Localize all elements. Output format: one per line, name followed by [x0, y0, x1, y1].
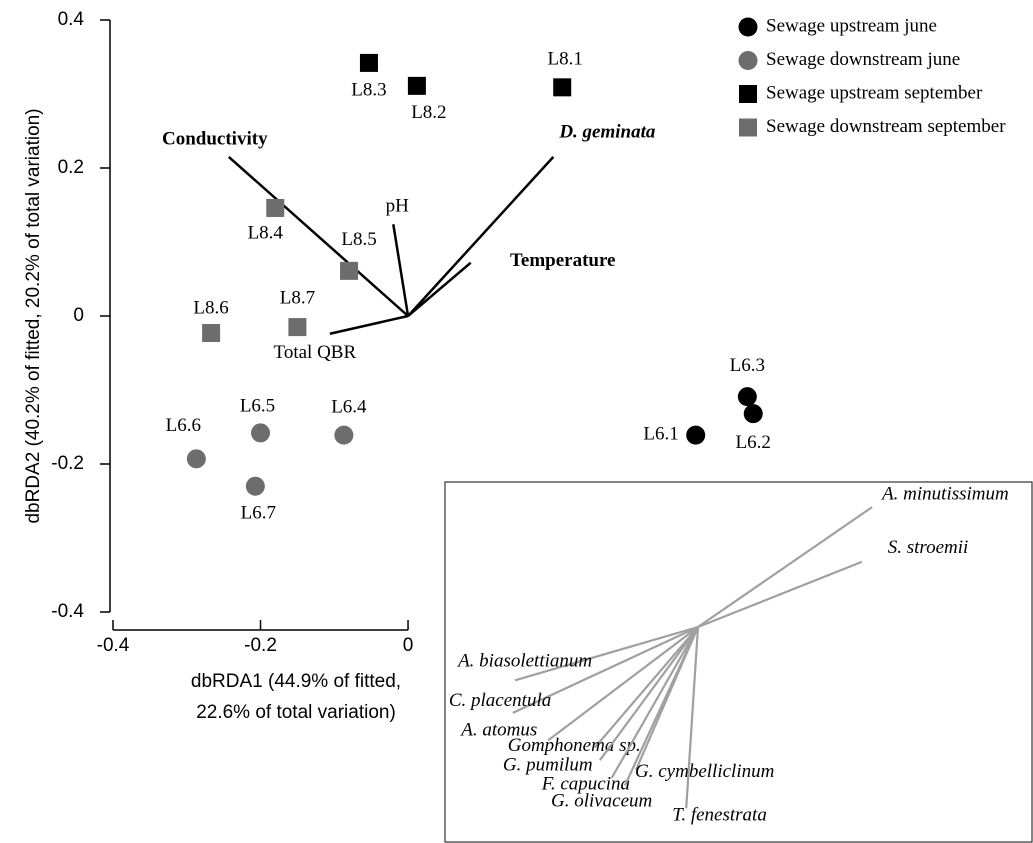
point	[553, 78, 572, 97]
y-tick-label: -0.4	[51, 601, 84, 622]
y-tick-label: -0.2	[51, 453, 84, 474]
x-tick-label: 0	[403, 635, 414, 656]
inset-label: C. placentula	[449, 690, 551, 711]
x-axis-label: 22.6% of total variation)	[196, 702, 396, 723]
point-label: L8.4	[248, 222, 284, 243]
legend-marker	[739, 118, 757, 137]
inset-frame	[444, 481, 1033, 843]
point	[251, 423, 271, 443]
x-tick-label: -0.4	[97, 635, 130, 656]
point	[407, 76, 426, 95]
inset-vector	[697, 560, 863, 629]
y-axis-label: dbRDA2 (40.2% of fitted, 20.2% of total …	[23, 108, 44, 523]
point	[202, 324, 221, 343]
y-tick-label: 0.4	[58, 9, 85, 30]
vector-label: Conductivity	[162, 128, 268, 149]
legend-label: Sewage downstream june	[766, 49, 960, 70]
vector-label: Temperature	[510, 250, 616, 271]
inset-label: A. minutissimum	[880, 483, 1009, 504]
legend-label: Sewage upstream september	[766, 82, 983, 103]
x-axis-label: dbRDA1 (44.9% of fitted,	[191, 671, 401, 692]
vector	[407, 261, 472, 317]
legend-label: Sewage upstream june	[766, 15, 937, 36]
vector	[392, 224, 410, 317]
inset-vector	[512, 626, 699, 714]
legend-marker	[738, 17, 758, 37]
point	[340, 261, 359, 280]
point-label: L6.3	[730, 355, 765, 376]
point-label: L8.7	[280, 287, 315, 308]
point-label: L8.5	[341, 229, 376, 250]
x-tick-label: -0.2	[244, 635, 277, 656]
point	[334, 425, 354, 445]
inset-vector	[685, 626, 700, 809]
point	[743, 404, 763, 424]
point-label: L6.5	[240, 395, 275, 416]
inset-vector	[514, 625, 699, 682]
point-label: L8.3	[351, 79, 386, 100]
point-label: L6.4	[331, 396, 367, 417]
inset-label: S. stroemii	[888, 537, 969, 558]
point-label: L6.2	[736, 432, 771, 453]
point-label: L6.6	[166, 415, 201, 436]
point	[245, 476, 265, 496]
y-tick-label: 0.2	[58, 157, 84, 178]
inset-vector	[610, 626, 699, 779]
point-label: L8.6	[193, 297, 228, 318]
vector-label: pH	[386, 196, 410, 217]
legend-marker	[738, 51, 758, 70]
inset-vector	[635, 626, 700, 771]
vector	[227, 155, 409, 317]
inset-label: G. cymbelliclinum	[635, 761, 774, 782]
y-tick-label: 0	[73, 305, 84, 326]
inset-label: A. atomus	[459, 720, 537, 741]
inset-label: G. olivaceum	[551, 791, 652, 812]
point-label: L8.1	[548, 49, 583, 70]
inset-label: F. capucina	[541, 773, 630, 794]
point-label: L6.1	[643, 423, 678, 444]
vector	[329, 314, 409, 335]
vector	[407, 156, 555, 317]
inset-vector	[599, 626, 699, 761]
inset-label: Gomphonema sp.	[508, 735, 641, 756]
point	[359, 53, 378, 72]
point-label: L6.7	[241, 503, 276, 524]
point	[186, 449, 206, 469]
inset-vector	[593, 626, 699, 749]
inset-label: A. biasolettianum	[456, 651, 592, 672]
inset-label: G. pumilum	[503, 755, 593, 776]
legend-label: Sewage downstream september	[766, 116, 1006, 137]
point	[288, 318, 307, 337]
point	[266, 198, 285, 217]
inset-vector	[547, 626, 699, 742]
vector-label: D. geminata	[558, 121, 656, 142]
point-label: L8.2	[411, 102, 446, 123]
inset-label: T. fenestrata	[672, 805, 767, 826]
inset-vector	[697, 506, 873, 628]
point	[686, 425, 706, 445]
vector-label: Total QBR	[274, 342, 357, 363]
legend-marker	[739, 85, 757, 103]
point	[737, 387, 757, 407]
